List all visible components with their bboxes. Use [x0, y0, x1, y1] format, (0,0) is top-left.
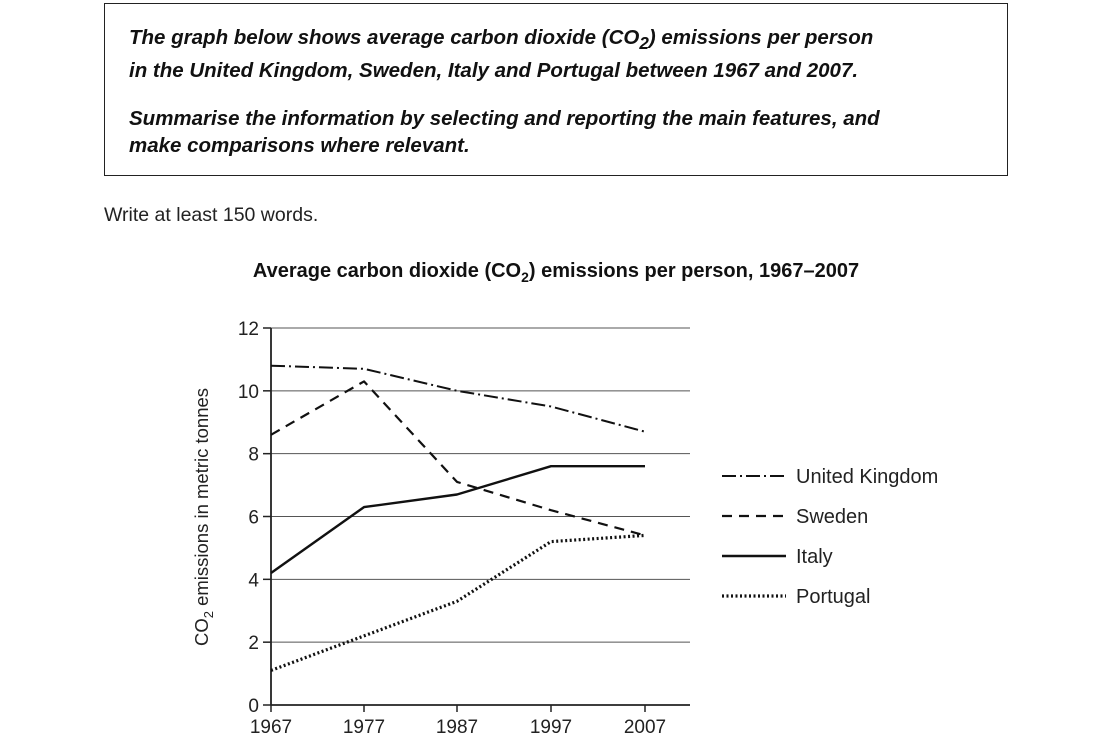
legend-label-sweden: Sweden: [796, 506, 868, 528]
legend-label-portugal: Portugal: [796, 586, 871, 608]
task-box: The graph below shows average carbon dio…: [104, 3, 1008, 176]
axes: 0 2 4 6 8 10 12 1967 1977 1987 1997 2007: [238, 319, 690, 738]
task-paragraph-1: The graph below shows average carbon dio…: [129, 24, 873, 84]
y-tick-label: 8: [248, 445, 259, 466]
task-paragraph-2: Summarise the information by selecting a…: [129, 105, 880, 159]
task-line-3: Summarise the information by selecting a…: [129, 107, 880, 130]
series-lines: [270, 364, 646, 672]
series-line-sweden: [270, 380, 646, 537]
legend: United Kingdom Sweden Italy Portugal: [722, 466, 938, 608]
task-subscript: 2: [639, 34, 649, 54]
gridlines: [271, 327, 690, 643]
y-tick-label: 0: [248, 696, 259, 717]
task-line-1-end: ) emissions per person: [648, 26, 874, 49]
task-line-2: in the United Kingdom, Sweden, Italy and…: [129, 59, 859, 83]
series-line-united-kingdom: [270, 364, 646, 433]
legend-label-united-kingdom: United Kingdom: [796, 466, 938, 488]
y-axis-title: CO2 emissions in metric tonnes: [191, 388, 216, 646]
y-tick-label: 4: [248, 570, 259, 591]
series-line-portugal: [270, 533, 646, 672]
x-tick-label: 2007: [624, 717, 666, 738]
y-tick-label: 12: [238, 319, 259, 340]
legend-label-italy: Italy: [796, 546, 833, 568]
y-tick-label: 6: [248, 508, 259, 529]
y-tick-label: 2: [248, 633, 259, 654]
task-line-1: The graph below shows average carbon dio…: [129, 26, 640, 49]
chart-title: Average carbon dioxide (CO2) emissions p…: [253, 260, 859, 285]
x-tick-label: 1977: [343, 717, 385, 738]
x-tick-label: 1987: [436, 717, 478, 738]
x-tick-label: 1967: [250, 717, 292, 738]
x-tick-label: 1997: [530, 717, 572, 738]
task-line-4: make comparisons where relevant.: [129, 134, 470, 157]
y-tick-label: 10: [238, 382, 259, 403]
word-count-instruction: Write at least 150 words.: [104, 204, 319, 226]
